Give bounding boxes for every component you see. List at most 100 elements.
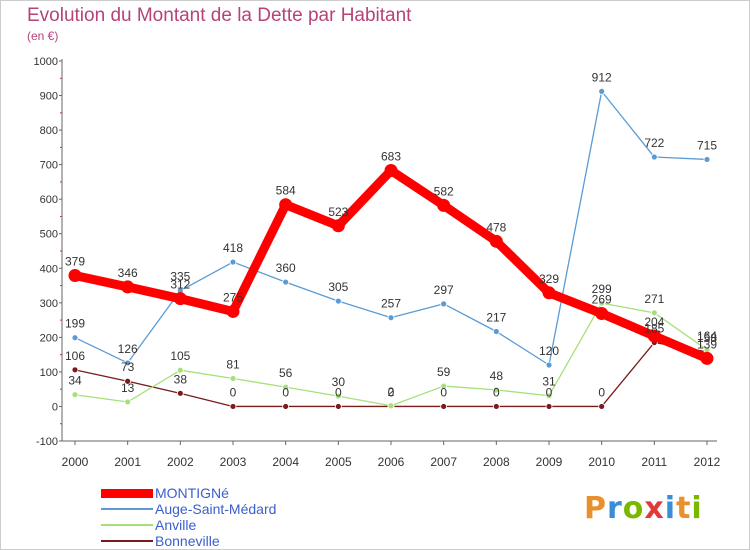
series-point-2 bbox=[176, 366, 184, 374]
data-label: 379 bbox=[65, 255, 85, 269]
legend-label: Auge-Saint-Médard bbox=[155, 501, 277, 517]
y-tick-label: 0 bbox=[52, 401, 58, 413]
legend-label: MONTIGNé bbox=[155, 485, 229, 501]
y-tick-label: 100 bbox=[40, 367, 58, 379]
x-tick-label: 2006 bbox=[378, 455, 405, 469]
series-point-1 bbox=[71, 334, 79, 342]
data-label: 584 bbox=[276, 184, 296, 198]
x-tick-label: 2001 bbox=[114, 455, 141, 469]
series-point-0 bbox=[489, 234, 503, 248]
series-point-1 bbox=[334, 297, 342, 305]
series-point-1 bbox=[598, 88, 606, 95]
y-tick-label: 300 bbox=[40, 298, 58, 310]
data-label: 126 bbox=[118, 342, 138, 356]
x-tick-label: 2011 bbox=[641, 455, 667, 469]
legend-swatch bbox=[101, 508, 153, 510]
series-point-0 bbox=[173, 292, 187, 306]
series-point-2 bbox=[334, 392, 342, 400]
series-point-2 bbox=[598, 299, 606, 307]
x-tick-label: 2008 bbox=[483, 455, 510, 469]
series-point-2 bbox=[492, 386, 500, 394]
series-point-1 bbox=[229, 258, 237, 266]
series-point-0 bbox=[647, 329, 661, 343]
series-point-1 bbox=[650, 153, 658, 161]
data-label: 73 bbox=[121, 360, 135, 374]
data-label: 120 bbox=[539, 344, 559, 358]
series-point-1 bbox=[282, 278, 290, 286]
data-label: 683 bbox=[381, 150, 401, 164]
data-label: 13 bbox=[121, 381, 135, 395]
series-point-2 bbox=[71, 391, 79, 399]
data-label: 523 bbox=[328, 205, 348, 219]
y-tick-label: 900 bbox=[40, 91, 58, 103]
series-point-3 bbox=[440, 403, 448, 410]
data-label: 2 bbox=[388, 385, 395, 399]
data-label: 0 bbox=[335, 385, 342, 399]
data-label: 0 bbox=[546, 385, 553, 399]
data-label: 59 bbox=[437, 365, 451, 379]
series-point-0 bbox=[437, 198, 451, 212]
y-tick-label: 600 bbox=[40, 194, 58, 206]
series-point-3 bbox=[229, 403, 237, 410]
data-label: 0 bbox=[282, 385, 289, 399]
series-point-2 bbox=[282, 383, 290, 391]
data-label: 297 bbox=[434, 283, 454, 297]
legend: MONTIGNé Auge-Saint-Médard Anville Bonnevil… bbox=[101, 485, 276, 549]
logo-letter: i bbox=[664, 491, 677, 526]
series-point-3 bbox=[492, 403, 500, 410]
series-point-3 bbox=[176, 389, 184, 397]
data-label: 271 bbox=[644, 292, 664, 306]
data-label: 305 bbox=[328, 280, 348, 294]
data-label: 0 bbox=[440, 385, 447, 399]
series-point-0 bbox=[279, 198, 293, 212]
series-point-2 bbox=[229, 375, 237, 382]
series-point-3 bbox=[545, 403, 553, 410]
legend-item: Anville bbox=[101, 517, 276, 533]
series-point-1 bbox=[545, 361, 553, 369]
legend-swatch bbox=[101, 488, 153, 498]
x-tick-label: 2007 bbox=[430, 455, 457, 469]
data-label: 0 bbox=[388, 385, 395, 399]
legend-item: MONTIGNé bbox=[101, 485, 276, 501]
legend-swatch bbox=[101, 524, 153, 526]
legend-item: Auge-Saint-Médard bbox=[101, 501, 276, 517]
series-point-2 bbox=[545, 392, 553, 400]
logo-letter: o bbox=[622, 491, 645, 526]
data-label: 217 bbox=[486, 310, 506, 324]
logo-letter: t bbox=[676, 491, 692, 526]
x-tick-label: 2005 bbox=[325, 455, 352, 469]
series-point-0 bbox=[700, 351, 714, 365]
series-point-2 bbox=[124, 398, 132, 406]
chart-subtitle: (en €) bbox=[27, 29, 59, 43]
series-point-3 bbox=[334, 403, 342, 410]
series-point-3 bbox=[71, 366, 79, 374]
logo-letter: i bbox=[691, 491, 703, 526]
series-point-1 bbox=[492, 328, 500, 335]
data-label: 0 bbox=[493, 385, 500, 399]
annotation-label: 204 bbox=[644, 315, 664, 329]
data-label: 912 bbox=[592, 70, 612, 84]
series-point-0 bbox=[384, 164, 398, 178]
data-label: 38 bbox=[174, 372, 188, 386]
data-label: 418 bbox=[223, 241, 243, 255]
legend-label: Bonneville bbox=[155, 533, 220, 549]
legend-swatch bbox=[101, 540, 153, 542]
data-label: 164 bbox=[697, 329, 717, 343]
data-label: 257 bbox=[381, 297, 401, 311]
logo-letter: P bbox=[584, 491, 607, 526]
y-tick-label: 500 bbox=[40, 229, 58, 241]
series-point-3 bbox=[598, 403, 606, 410]
series-point-3 bbox=[124, 377, 132, 385]
data-label: 106 bbox=[65, 349, 85, 363]
y-tick-label: 700 bbox=[40, 160, 58, 172]
data-label: 81 bbox=[226, 357, 240, 371]
y-tick-label: 200 bbox=[40, 332, 58, 344]
series-line-0 bbox=[70, 166, 712, 363]
data-label: 335 bbox=[170, 270, 190, 284]
series-point-1 bbox=[703, 156, 711, 163]
data-label: 478 bbox=[486, 220, 506, 234]
y-tick-label: 800 bbox=[40, 125, 58, 137]
data-label: 329 bbox=[539, 272, 559, 286]
data-label: 275 bbox=[223, 290, 243, 304]
data-label: 299 bbox=[592, 282, 612, 296]
